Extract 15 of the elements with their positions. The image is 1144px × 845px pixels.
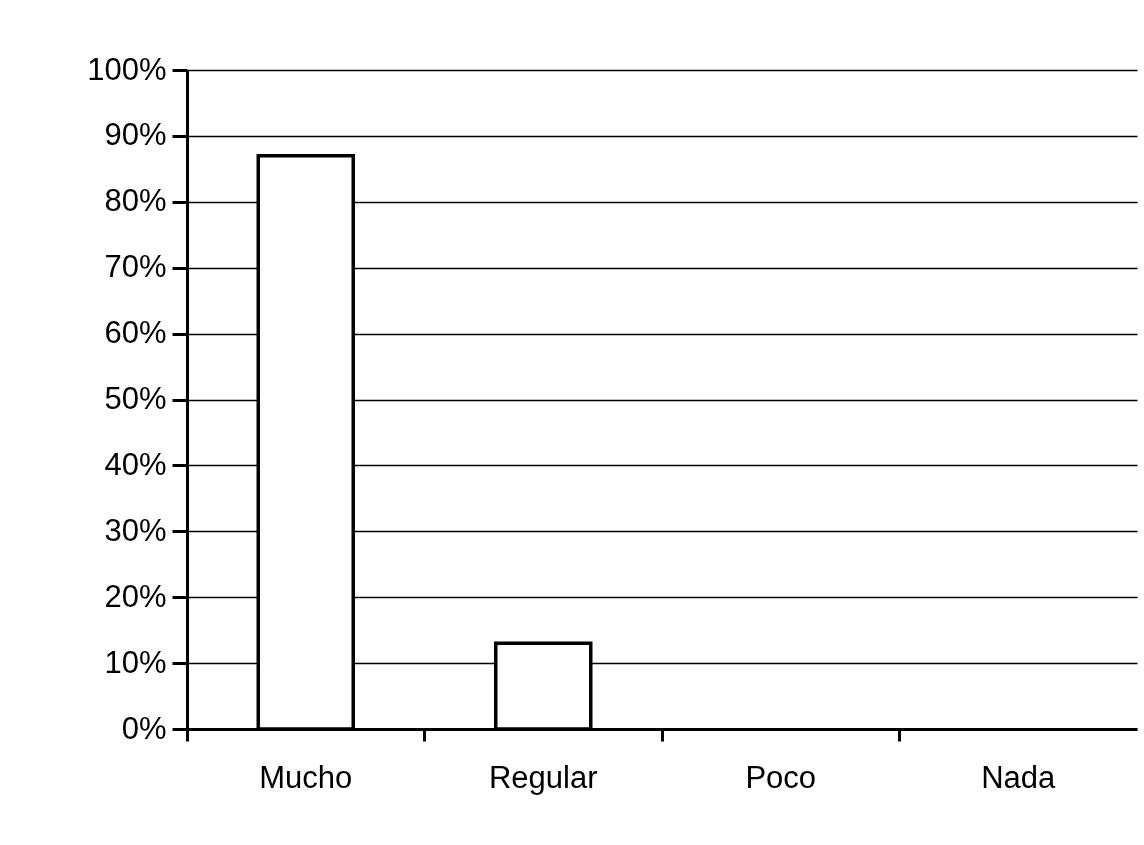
x-tick-label: Mucho [259,759,353,795]
x-tick-label: Nada [981,759,1057,795]
x-tick-label: Poco [745,759,817,795]
y-tick-label: 90% [104,117,167,153]
y-tick-label: 10% [104,644,167,680]
y-tick-label: 70% [104,249,167,285]
y-tick-label: 0% [121,710,167,746]
y-tick-label: 50% [104,381,167,416]
y-tick-label: 30% [104,512,167,548]
y-tick-label: 100% [87,51,167,87]
x-tick-label: Regular [488,759,598,795]
y-tick-label: 60% [104,315,167,351]
y-tick-label: 80% [104,183,167,219]
y-tick-label: 40% [104,446,167,482]
y-tick-label: 20% [104,578,167,614]
